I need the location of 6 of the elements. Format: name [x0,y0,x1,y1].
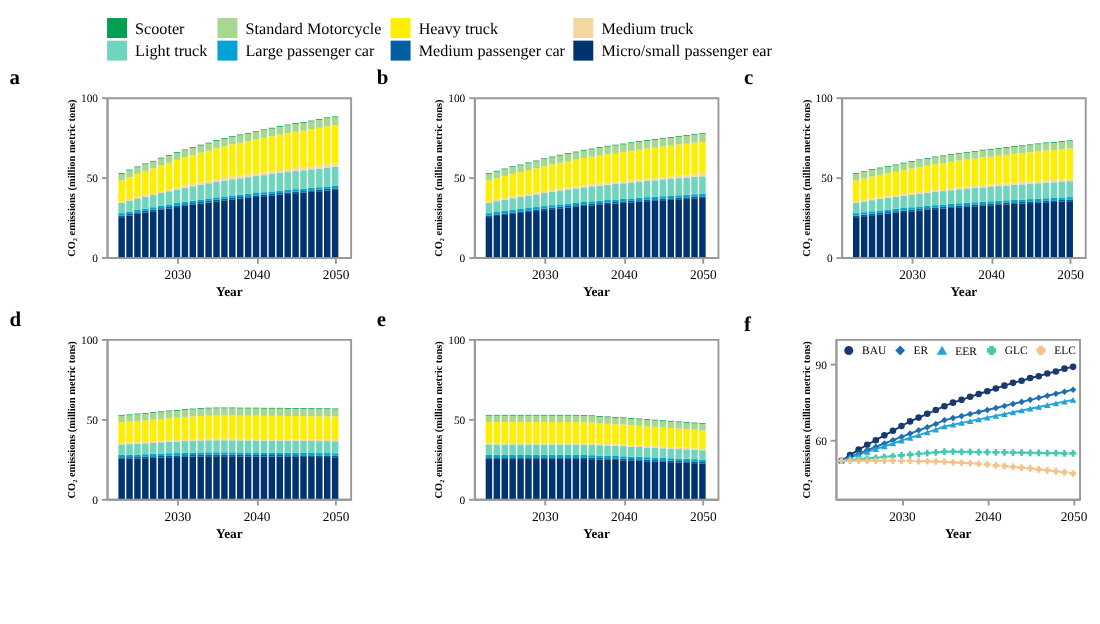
chart-title: a [9,67,22,90]
chart-title: b [376,67,389,90]
chart-title: d [9,309,22,332]
chart-title: f [744,315,753,338]
chart-title: c [744,67,755,90]
chart-title: e [376,309,387,332]
